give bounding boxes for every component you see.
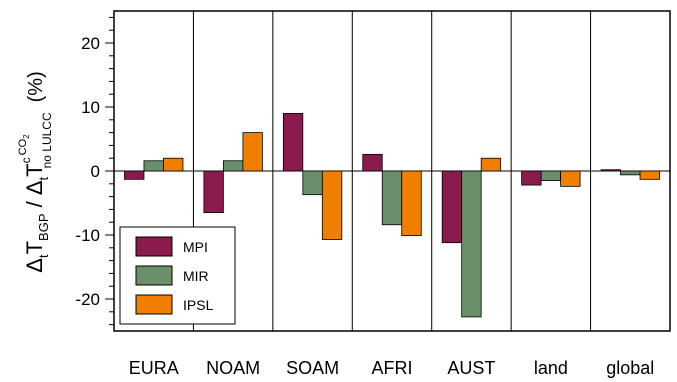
ylabel-nolulcc-sub: no LULCC [40,112,54,168]
ylabel-delta-right: Δ [22,180,47,195]
bar-mpi-aust [441,170,463,244]
ylabel-c-sup: c [19,157,33,163]
category-label-aust: AUST [447,358,495,378]
bar-mpi-afri [362,153,383,172]
category-label-soam: SOAM [286,358,339,378]
bar-ipsl-eura [163,157,184,172]
plot-frame [113,10,671,332]
ylabel-t-sub-left: t [36,254,51,258]
bar-mpi-global [600,169,621,172]
y-axis-label: ΔtTBGP / ΔtTcCO2 no LULCC(%) [17,71,54,272]
legend-swatch-ipsl [135,294,173,315]
bar-mir-afri [381,170,403,226]
legend-label-mir: MIR [183,268,209,284]
y-tick-label: 20 [81,34,100,53]
category-label-eura: EURA [129,358,179,378]
bar-mir-soam [302,170,323,196]
bar-ipsl-soam [321,170,343,240]
legend: MPI MIR IPSL [119,226,236,325]
ylabel-slash: / [22,195,47,213]
ylabel-co2-subscript: 2 [22,134,31,139]
bar-ipsl-global [639,170,660,180]
bar-mpi-eura [124,170,145,180]
y-tick-label: 10 [81,98,100,117]
y-tick-label: -10 [75,226,100,245]
y-axis: -20 -10 0 10 20 [75,16,114,326]
bar-mpi-noam [203,170,224,213]
legend-swatch-mir [135,265,173,286]
bar-ipsl-land [560,170,581,187]
bar-mir-global [620,170,641,176]
ylabel-bgp-sub: BGP [36,213,51,240]
bar-ipsl-noam [242,132,263,172]
category-labels: EURA NOAM SOAM AFRI AUST land global [129,358,655,378]
y-tick-label: -20 [75,290,100,309]
bar-mpi-soam [282,113,304,172]
y-tick-label: 0 [91,162,100,181]
bar-mir-land [540,170,562,182]
bar-ipsl-afri [401,170,422,237]
bar-mpi-land [521,170,542,186]
category-label-global: global [606,358,654,378]
legend-swatch-mpi [135,236,173,257]
category-label-afri: AFRI [371,358,412,378]
bar-mir-noam [222,160,244,172]
bar-ipsl-aust [480,157,502,172]
bar-mir-aust [461,170,482,318]
ylabel-delta-left: Δ [22,258,47,273]
bars [124,113,660,318]
legend-label-mpi: MPI [183,239,208,255]
ylabel-co-sup: CO [17,138,29,155]
category-label-noam: NOAM [206,358,260,378]
legend-label-ipsl: IPSL [183,297,214,313]
ylabel-T-right: T [22,163,47,176]
ylabel-T-left: T [22,241,47,254]
bar-mir-eura [143,160,164,172]
ylabel-unit: (%) [25,71,47,102]
ylabel-t-sub-right: t [36,176,51,180]
category-label-land: land [534,358,568,378]
